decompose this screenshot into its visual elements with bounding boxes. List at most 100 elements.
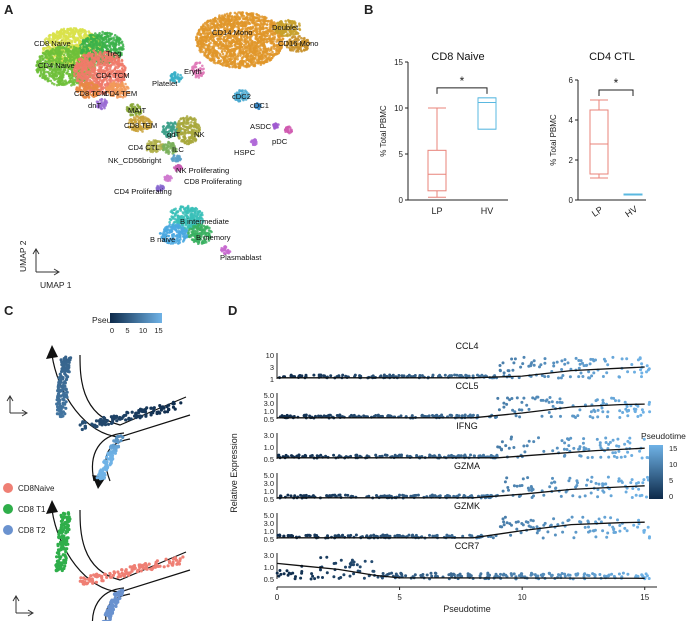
umap-cell	[42, 68, 46, 71]
umap-cell	[189, 123, 192, 127]
umap-cell	[84, 83, 88, 87]
umap-cell	[68, 67, 72, 70]
umap-cell	[170, 74, 173, 78]
umap-cell	[78, 34, 82, 38]
umap-cell	[53, 74, 56, 77]
umap-cell	[271, 50, 274, 54]
umap-cell	[69, 28, 72, 31]
umap-cell	[57, 30, 61, 34]
umap-cell	[171, 122, 174, 125]
umap-cell	[72, 60, 76, 64]
umap-cell	[46, 60, 49, 64]
umap-cell	[102, 42, 105, 45]
umap-cell	[255, 12, 258, 16]
umap-cell	[104, 104, 107, 107]
umap-cell	[79, 28, 82, 31]
umap-cell	[62, 63, 65, 66]
umap-cell	[190, 137, 194, 140]
umap-cell	[121, 67, 124, 71]
umap-cell	[184, 129, 187, 133]
umap-cell	[135, 115, 138, 118]
umap-cell	[113, 60, 116, 63]
umap-cell	[47, 52, 50, 56]
umap-cell	[122, 64, 126, 68]
umap-cell	[122, 78, 126, 81]
umap-cell	[77, 30, 81, 34]
umap-cell	[110, 54, 113, 57]
umap-cell	[115, 35, 119, 39]
umap-cell	[108, 67, 112, 71]
umap-cell	[69, 35, 72, 38]
umap-cell	[53, 69, 56, 73]
umap-cell	[257, 39, 261, 42]
umap-cell	[68, 40, 71, 44]
umap-cell	[228, 14, 232, 18]
umap-cell	[37, 61, 41, 64]
umap-cell	[49, 79, 53, 83]
umap-cell	[121, 63, 124, 66]
umap-cell	[116, 66, 119, 69]
umap-cell	[123, 72, 127, 76]
umap-cell	[77, 48, 81, 51]
umap-cluster	[75, 81, 101, 99]
umap-cell	[45, 49, 48, 53]
umap-cell	[166, 126, 169, 129]
umap-cell	[55, 35, 58, 38]
umap-cell	[73, 69, 76, 73]
umap-cell	[39, 57, 43, 60]
umap-cell	[59, 68, 63, 71]
umap-cell	[62, 40, 66, 44]
umap-cell	[36, 71, 39, 74]
umap-cell	[83, 42, 87, 45]
umap-cell	[241, 17, 245, 20]
umap-cell	[59, 53, 63, 56]
umap-cell	[88, 31, 91, 35]
umap-cell	[80, 52, 84, 55]
panel-label-c: C	[4, 303, 14, 318]
umap-cell	[85, 54, 89, 57]
umap-cell	[62, 46, 66, 50]
umap-cell	[272, 43, 276, 46]
umap-cell	[263, 54, 267, 58]
umap-cell	[228, 12, 232, 16]
umap-cluster	[170, 154, 183, 163]
umap-cell	[263, 48, 266, 52]
umap-cell	[228, 57, 231, 61]
umap-cell	[98, 44, 102, 47]
umap-cell	[214, 16, 217, 20]
umap-cell	[218, 16, 221, 20]
umap-cell	[71, 49, 74, 52]
umap-cell	[190, 121, 193, 124]
umap-cell	[64, 38, 68, 42]
umap-cell	[41, 75, 45, 79]
umap-cell	[97, 37, 100, 41]
umap-cell	[80, 82, 83, 85]
umap-cell	[91, 46, 94, 50]
umap-cell	[70, 40, 73, 43]
umap-cell	[111, 73, 115, 77]
umap-cell	[60, 38, 64, 41]
umap-cell	[199, 33, 203, 36]
umap-cell	[240, 56, 244, 60]
umap-cell	[81, 28, 84, 31]
umap-cell	[259, 19, 263, 23]
umap-cell	[107, 59, 110, 63]
umap-cell	[93, 60, 97, 64]
umap-cell	[73, 66, 77, 70]
umap-cell	[48, 73, 52, 77]
umap-cell	[91, 52, 94, 56]
umap-cell	[233, 15, 237, 18]
umap-cell	[268, 37, 272, 41]
umap-cell	[61, 72, 65, 76]
umap-cell	[54, 48, 58, 51]
umap-cell	[162, 128, 165, 132]
umap-cell	[104, 72, 107, 75]
umap-cell	[136, 129, 140, 133]
umap-cell	[124, 82, 127, 86]
umap-cell	[254, 53, 257, 57]
umap-cell	[70, 30, 74, 33]
umap-cell	[84, 30, 88, 33]
umap-cluster	[194, 11, 285, 70]
umap-cell	[55, 75, 58, 78]
umap-cell	[75, 61, 79, 64]
